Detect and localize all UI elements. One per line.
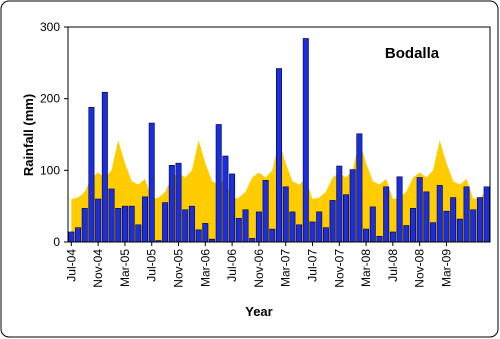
bar (463, 186, 470, 243)
bar (309, 221, 316, 243)
bar (242, 209, 249, 243)
bar (316, 211, 323, 243)
bar (356, 133, 363, 243)
bar (403, 225, 410, 243)
x-tick-label: Mar-08 (359, 249, 373, 287)
bar (262, 180, 269, 243)
x-tick-label: Nov-07 (332, 249, 346, 288)
bar (409, 208, 416, 243)
x-tick-label: Mar-07 (279, 249, 293, 287)
bar (476, 197, 483, 243)
bar (148, 122, 155, 243)
bar (416, 177, 423, 243)
bar (128, 205, 135, 243)
plot-border (67, 26, 491, 243)
bar (68, 231, 75, 243)
bar (349, 169, 356, 243)
x-tick-label: Mar-09 (439, 249, 453, 287)
bar (302, 38, 309, 243)
bar (121, 205, 128, 243)
bar (95, 198, 102, 243)
x-tick-label: Jul-07 (305, 249, 319, 282)
bar (249, 238, 256, 243)
bar (423, 191, 430, 243)
bar (195, 229, 202, 243)
bar (436, 185, 443, 243)
x-tick-label: Nov-06 (252, 249, 266, 288)
bar (168, 165, 175, 243)
bar (75, 227, 82, 243)
bar (269, 228, 276, 243)
x-tick-label: Jul-04 (64, 249, 78, 282)
chart-title: Bodalla (385, 45, 440, 62)
bar (188, 205, 195, 243)
bar (376, 235, 383, 243)
bar (443, 210, 450, 243)
y-tick-label: 300 (40, 20, 60, 34)
x-tick-label: Mar-06 (198, 249, 212, 287)
x-tick-label: Nov-05 (172, 249, 186, 288)
bar (396, 176, 403, 243)
bar (343, 194, 349, 243)
bar (108, 188, 115, 243)
bar (229, 173, 236, 243)
bar (101, 91, 108, 243)
bar (296, 224, 303, 243)
y-tick-label: 200 (40, 92, 60, 106)
bar (456, 218, 463, 243)
x-axis-title: Year (245, 304, 272, 319)
bar (363, 228, 370, 243)
bar (383, 186, 390, 243)
bar (175, 162, 182, 243)
bar (222, 155, 229, 243)
bar (142, 196, 149, 243)
bar (282, 186, 289, 243)
bar (162, 202, 169, 243)
bar (483, 186, 490, 243)
bar (289, 211, 296, 243)
bar (470, 209, 477, 243)
y-axis-title: Rainfall (mm) (21, 94, 36, 176)
bar (329, 200, 336, 243)
bar (369, 206, 376, 243)
bar (255, 211, 262, 243)
bar (450, 197, 457, 243)
bar (430, 222, 437, 243)
bar (336, 165, 343, 243)
bar (389, 231, 396, 243)
x-tick-label: Jul-08 (386, 249, 400, 282)
x-tick-label: Jul-05 (145, 249, 159, 282)
bar (322, 227, 329, 243)
x-tick-label: Jul-06 (225, 249, 239, 282)
x-tick-label: Nov-08 (413, 249, 427, 288)
bar (202, 223, 209, 243)
bar (276, 68, 282, 243)
bar (215, 124, 222, 243)
x-tick-label: Mar-05 (118, 249, 132, 287)
y-tick-label: 0 (53, 235, 60, 249)
bar (135, 224, 142, 243)
bar (81, 208, 88, 243)
bar (115, 208, 122, 243)
bar (88, 106, 95, 243)
bar (235, 218, 242, 243)
y-tick-label: 100 (40, 163, 60, 177)
bar (182, 209, 189, 243)
x-tick-label: Nov-04 (91, 249, 105, 288)
